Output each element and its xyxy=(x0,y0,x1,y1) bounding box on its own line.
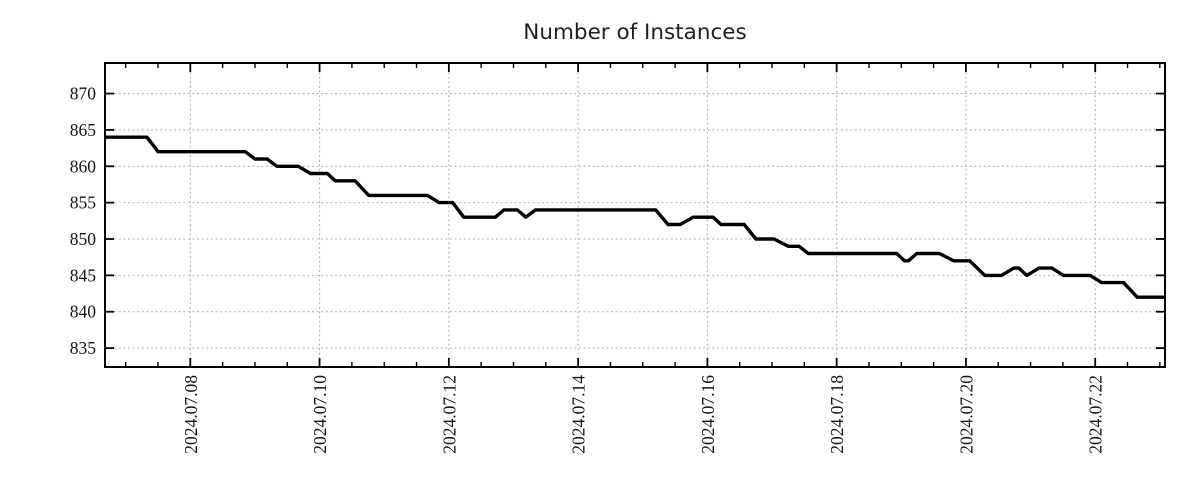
y-tick-label: 845 xyxy=(70,265,97,285)
x-tick-label: 2024.07.18 xyxy=(827,375,847,454)
y-tick-label: 865 xyxy=(70,120,97,140)
x-tick-label: 2024.07.10 xyxy=(310,375,330,454)
y-tick-label: 860 xyxy=(70,156,97,176)
x-tick-label: 2024.07.20 xyxy=(956,375,976,454)
y-tick-label: 835 xyxy=(70,338,97,358)
y-tick-label: 855 xyxy=(70,193,97,213)
x-tick-label: 2024.07.08 xyxy=(181,375,201,454)
x-tick-label: 2024.07.12 xyxy=(439,375,459,454)
tick-layer xyxy=(105,63,1165,367)
chart-title: Number of Instances xyxy=(523,20,746,45)
y-tick-label: 870 xyxy=(70,84,97,104)
series-line-instances xyxy=(105,135,1165,299)
x-tick-label: 2024.07.16 xyxy=(698,375,718,454)
axis-label-layer: 835 840 845 850 855 860 865 870 2024.07.08 2024.0… xyxy=(70,84,1106,454)
plot-border xyxy=(104,62,1166,368)
grid-layer xyxy=(105,63,1165,367)
x-tick-label: 2024.07.14 xyxy=(569,375,589,454)
y-tick-label: 850 xyxy=(70,229,97,249)
x-tick-label: 2024.07.22 xyxy=(1086,375,1106,454)
y-tick-label: 840 xyxy=(70,302,97,322)
